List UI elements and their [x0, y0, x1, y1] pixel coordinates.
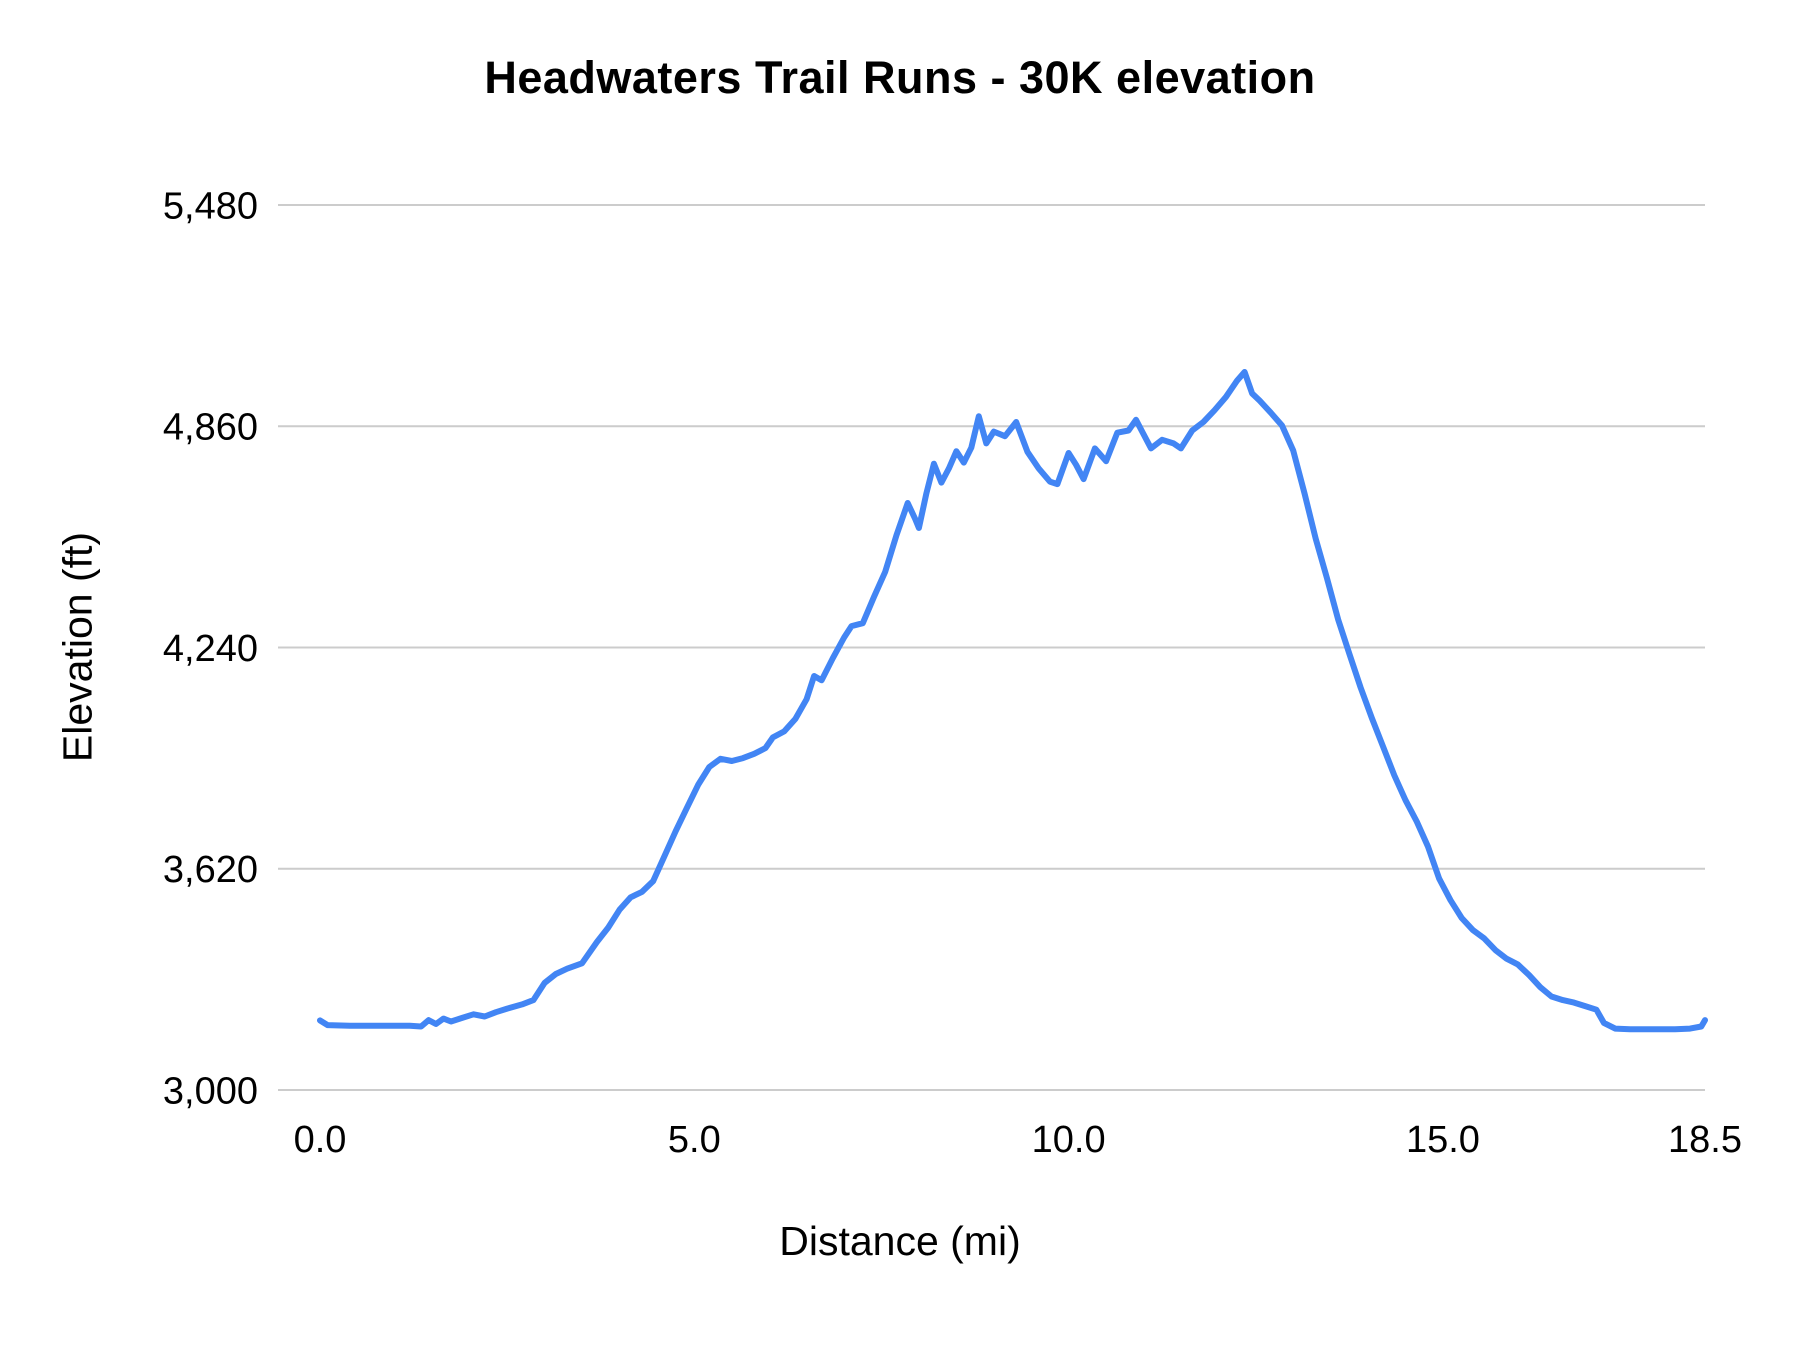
x-axis-title: Distance (mi) — [779, 1218, 1021, 1264]
elevation-line-series — [317, 369, 1708, 1033]
y-tick-label: 4,860 — [163, 407, 258, 449]
x-tick-label: 18.5 — [1668, 1119, 1742, 1161]
x-tick-label: 5.0 — [668, 1119, 721, 1161]
y-tick-label: 3,620 — [163, 849, 258, 891]
y-tick-label: 4,240 — [163, 628, 258, 670]
x-tick-label: 0.0 — [294, 1119, 347, 1161]
y-tick-label: 5,480 — [163, 185, 258, 227]
chart-title: Headwaters Trail Runs - 30K elevation — [484, 52, 1316, 103]
x-tick-label: 10.0 — [1032, 1119, 1106, 1161]
y-tick-label: 3,000 — [163, 1070, 258, 1112]
x-tick-label: 15.0 — [1406, 1119, 1480, 1161]
